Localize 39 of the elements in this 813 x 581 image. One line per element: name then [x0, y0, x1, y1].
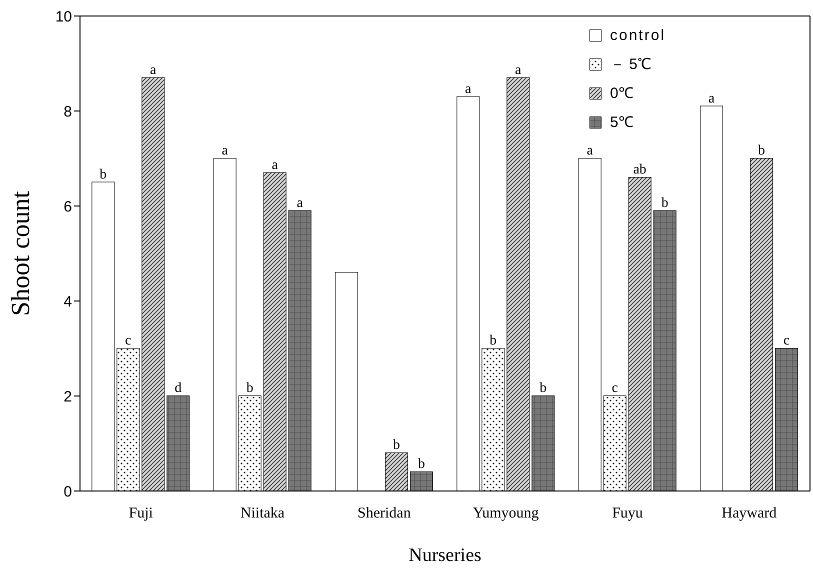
data-label: a	[515, 62, 522, 78]
data-label: c	[125, 334, 132, 348]
x-tick-label: Yumyoung	[472, 506, 540, 522]
y-tick-label: 2	[64, 388, 72, 406]
data-label: a	[272, 158, 279, 173]
data-label: b	[418, 457, 425, 472]
data-label: a	[586, 144, 594, 158]
data-label: b	[661, 196, 668, 211]
data-label: b	[540, 381, 547, 396]
data-label: a	[708, 91, 716, 106]
y-axis-title: Shoot count	[6, 190, 36, 316]
y-tick-label: 6	[64, 198, 72, 216]
data-label: ab	[633, 162, 646, 178]
x-tick-label: Fuji	[128, 506, 153, 522]
y-tick-label: 8	[64, 103, 72, 120]
x-axis-title: Nurseries	[408, 545, 482, 566]
y-tick-label: 10	[55, 8, 72, 26]
legend-label: 0℃	[610, 85, 634, 102]
x-tick-label: Sheridan	[358, 506, 412, 522]
x-tick-label: Niitaka	[240, 506, 285, 522]
data-label: b	[246, 381, 254, 396]
data-label: b	[758, 144, 765, 158]
data-label: a	[296, 196, 304, 211]
data-label: b	[393, 438, 400, 453]
data-label: a	[465, 82, 472, 97]
data-label: c	[783, 334, 790, 348]
y-tick-label: 4	[64, 293, 72, 310]
data-label: c	[612, 381, 618, 396]
data-label: b	[100, 167, 107, 182]
data-label: b	[490, 334, 497, 348]
legend-label: 5℃	[610, 114, 634, 131]
x-tick-label: Fuyu	[612, 506, 644, 522]
legend-label: － 5℃	[610, 56, 652, 73]
x-tick-label: Hayward	[722, 506, 778, 522]
legend-label: control	[610, 27, 666, 44]
data-label: d	[174, 381, 182, 396]
data-label: a	[150, 62, 158, 78]
data-label: a	[222, 144, 229, 158]
y-tick-label: 0	[64, 483, 72, 500]
